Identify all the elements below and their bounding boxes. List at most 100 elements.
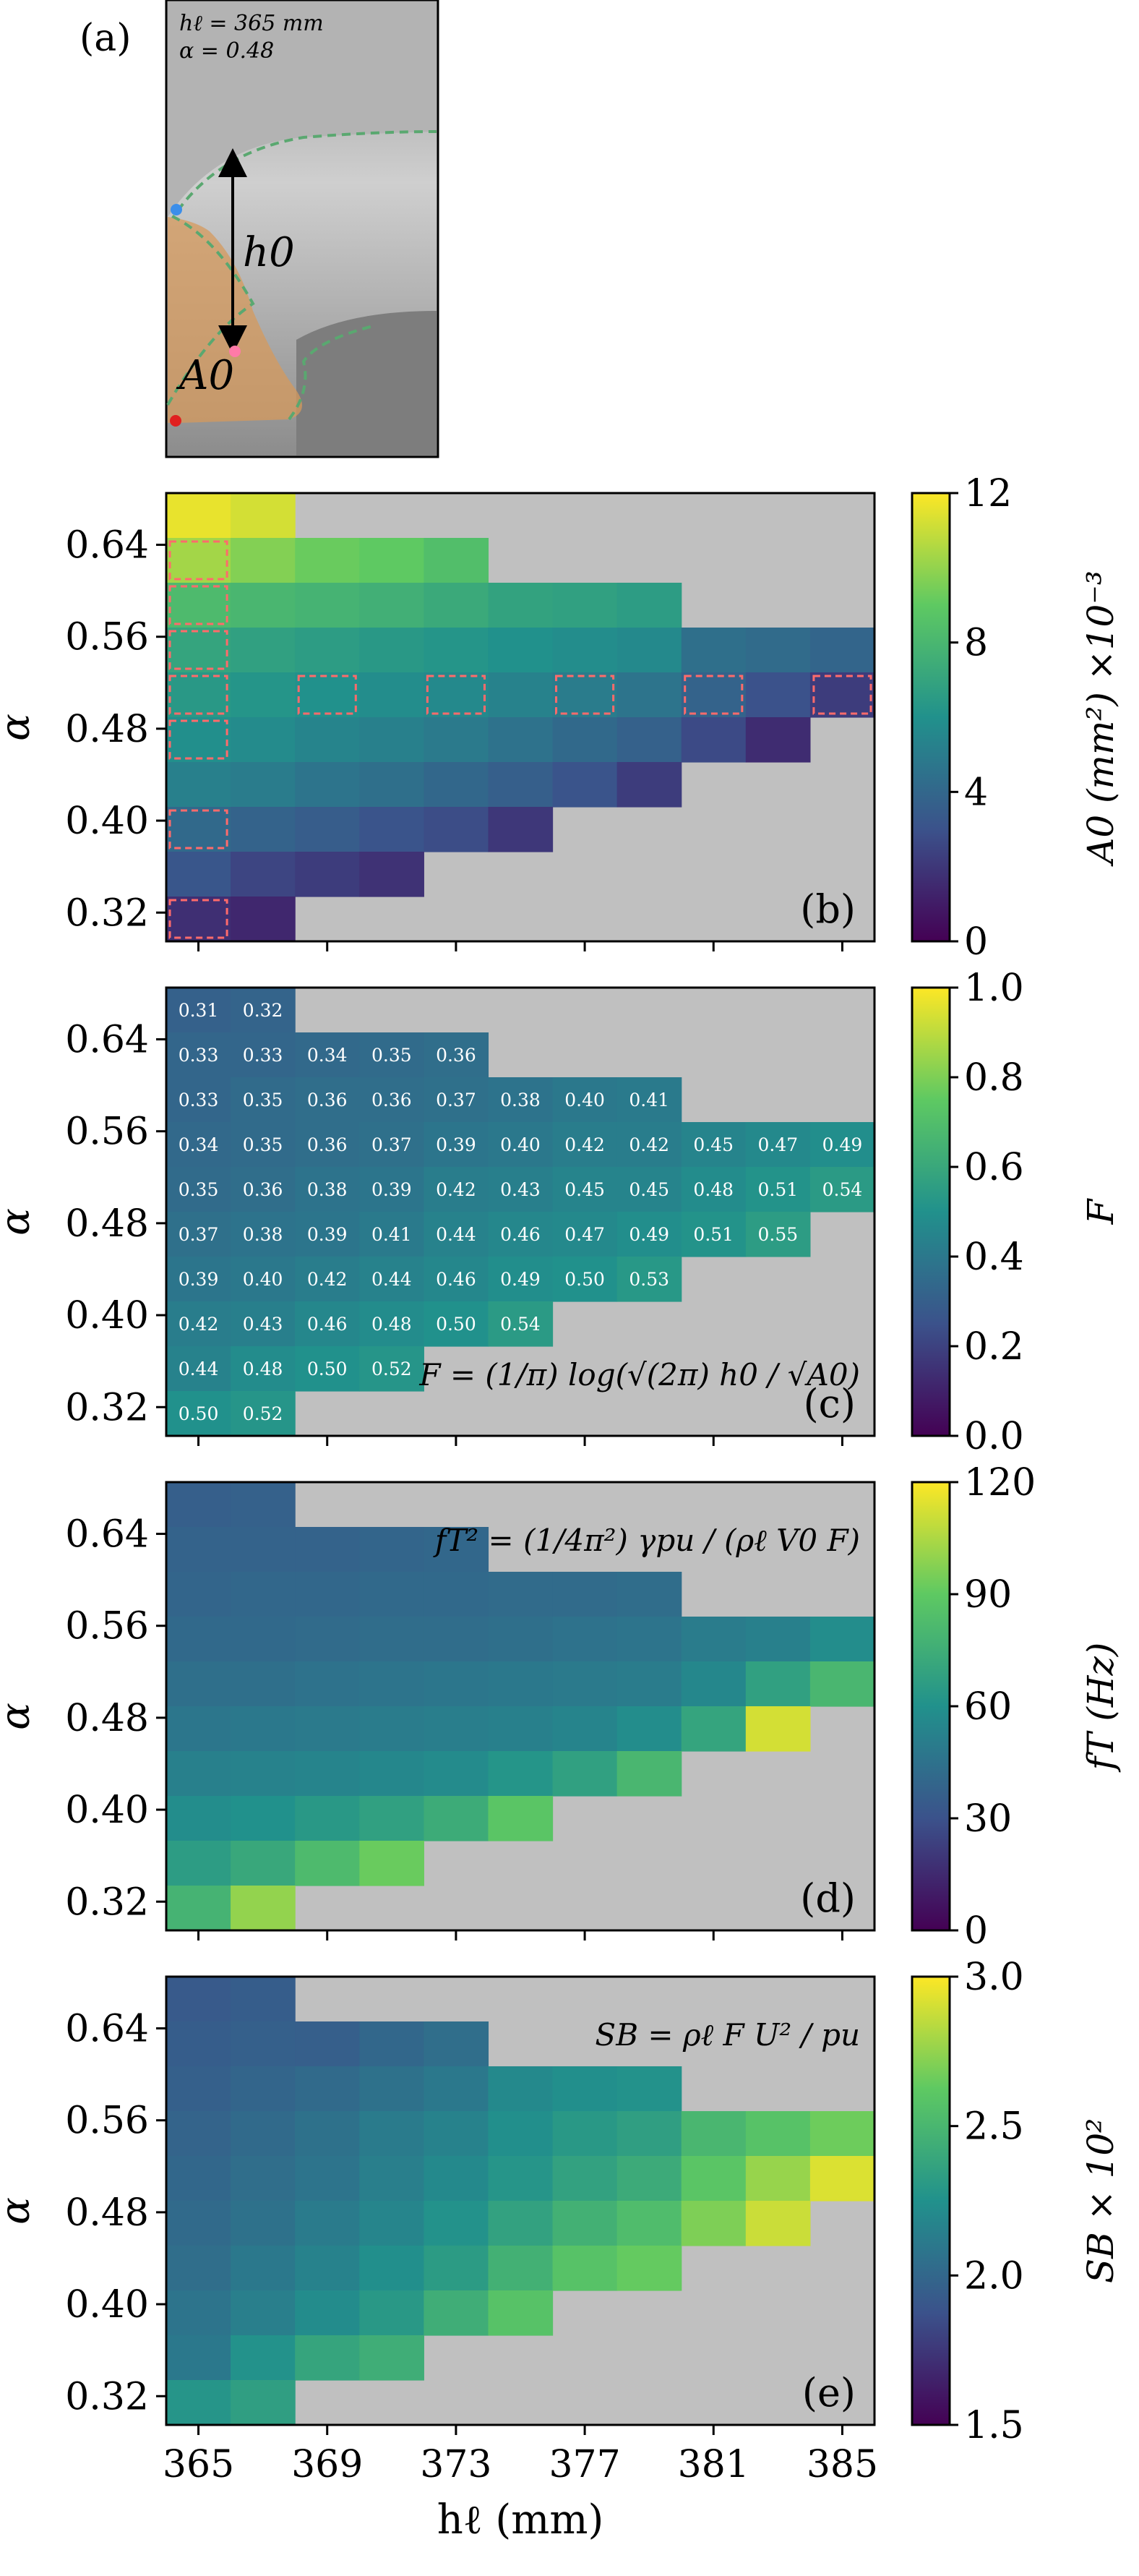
heatmap-cell — [809, 1122, 875, 1168]
shared-x-axis: 365 369 373 377 381 385 hℓ (mm) — [163, 2443, 878, 2543]
colorbar-tick-label: 12 — [964, 472, 1012, 515]
heatmap-cell — [809, 628, 875, 673]
heatmap-cell — [166, 2156, 231, 2201]
heatmap-cell — [295, 852, 360, 897]
cell-value-label: 0.53 — [629, 1269, 669, 1290]
heatmap-cell — [424, 1301, 489, 1347]
cell-value-label: 0.43 — [500, 1179, 541, 1200]
heatmap-cell — [231, 2201, 296, 2246]
cell-value-label: 0.51 — [693, 1224, 734, 1245]
cell-value-label: 0.34 — [179, 1134, 219, 1155]
heatmap-cell — [359, 672, 424, 718]
y-tick-label: 0.40 — [65, 1789, 149, 1832]
plot-frame — [165, 986, 876, 1437]
y-tick-label: 0.40 — [65, 2283, 149, 2327]
heatmap-cell — [552, 1751, 618, 1797]
x-tick-label: 369 — [291, 2443, 363, 2486]
cell-value-label: 0.50 — [564, 1269, 605, 1290]
colorbar-label: fT (Hz) — [1080, 1643, 1122, 1773]
heatmap-cell — [231, 1977, 296, 2022]
heatmap-cell — [295, 1212, 360, 1257]
colorbar — [911, 1975, 951, 2426]
cell-value-label: 0.37 — [371, 1134, 412, 1155]
colorbar-label: F — [1080, 1197, 1122, 1225]
heatmap-cell — [488, 1706, 554, 1752]
heatmap-cell — [231, 1212, 296, 1257]
heatmap-cell — [616, 672, 682, 718]
y-axis-label: α — [0, 1208, 39, 1236]
heatmap-cell — [424, 1751, 489, 1797]
heatmap-cell — [681, 1661, 747, 1707]
heatmap-cell — [488, 672, 554, 718]
heatmap-cell — [231, 852, 296, 897]
panel-c: 0.31 0.32 0.33 0.33 0.34 0.35 0.36 0.33 0.35 0.36… — [0, 967, 1122, 1458]
heatmap-cell — [552, 628, 618, 673]
cell-value-label: 0.40 — [564, 1090, 605, 1111]
heatmap-cell — [166, 852, 231, 897]
cell-value-label: 0.36 — [307, 1134, 348, 1155]
heatmap-cell — [424, 2156, 489, 2201]
heatmap-cell — [424, 2201, 489, 2246]
heatmap-cell — [616, 2246, 682, 2291]
heatmap-cell — [231, 1482, 296, 1528]
colorbar-tick-label: 2.0 — [964, 2254, 1024, 2298]
heatmap-cell — [295, 1796, 360, 1841]
y-tick-label: 0.64 — [65, 524, 149, 568]
heatmap-cell — [359, 2111, 424, 2157]
plot-frame — [165, 1481, 876, 1932]
heatmap-cell — [295, 538, 360, 583]
heatmap-cell — [359, 717, 424, 763]
cell-value-label: 0.47 — [564, 1224, 605, 1245]
x-tick-label: 381 — [678, 2443, 749, 2486]
heatmap-cell — [552, 762, 618, 808]
colorbar-tick-label: 0.0 — [964, 1415, 1024, 1458]
heatmap-cell — [681, 1617, 747, 1662]
panel-label: (e) — [802, 2370, 856, 2415]
highlight-box — [426, 675, 486, 715]
heatmap-cell — [424, 2066, 489, 2112]
heatmap-cell — [166, 1527, 231, 1572]
heatmap-cell — [424, 1661, 489, 1707]
heatmap-cell — [488, 1257, 554, 1302]
heatmap-cell — [166, 1617, 231, 1662]
heatmap-cell — [552, 1706, 618, 1752]
cell-value-label: 0.55 — [758, 1224, 799, 1245]
heatmap-cell — [166, 2380, 231, 2426]
heatmap-cell — [295, 1751, 360, 1797]
heatmap-cell — [295, 2290, 360, 2336]
heatmap-cell — [552, 1212, 618, 1257]
highlight-box — [168, 630, 228, 670]
heatmap-cell — [359, 1122, 424, 1168]
highlight-box — [555, 675, 615, 715]
colorbar-tick-label: 30 — [964, 1797, 1012, 1841]
y-tick-label: 0.40 — [65, 800, 149, 843]
heatmap-cell — [231, 583, 296, 628]
heatmap-cell — [681, 1167, 747, 1212]
heatmap-cell — [552, 717, 618, 763]
cell-value-label: 0.35 — [179, 1179, 219, 1200]
heatmap-cell — [616, 2201, 682, 2246]
heatmap-cell — [295, 2156, 360, 2201]
cell-value-label: 0.42 — [179, 1314, 219, 1335]
heatmap-cell — [166, 1346, 231, 1392]
heatmap-cell — [295, 672, 360, 718]
heatmap-cell — [681, 1212, 747, 1257]
heatmap-cell — [166, 762, 231, 808]
a0-label: A0 — [176, 352, 234, 399]
heatmap-cell — [231, 2380, 296, 2426]
colorbar-tick-label: 90 — [964, 1573, 1012, 1617]
heatmap-cell — [295, 2066, 360, 2112]
y-tick-label: 0.56 — [65, 1605, 149, 1648]
colorbar-tick-label: 4 — [964, 771, 988, 814]
heatmap-cell — [424, 1122, 489, 1168]
heatmap-cell — [616, 1212, 682, 1257]
cell-value-label: 0.36 — [307, 1090, 348, 1111]
heatmap-cell — [488, 583, 554, 628]
heatmap-cell — [681, 717, 747, 763]
heatmap-cell — [488, 1077, 554, 1123]
panel-d: 0.64 0.56 0.48 0.40 0.32 α (d) fT² = (1/4π²) γp… — [0, 1461, 1122, 1953]
heatmap-cell — [166, 1751, 231, 1797]
heatmap-cell — [552, 2201, 618, 2246]
cell-value-label: 0.46 — [500, 1224, 541, 1245]
cell-value-label: 0.36 — [436, 1045, 476, 1066]
